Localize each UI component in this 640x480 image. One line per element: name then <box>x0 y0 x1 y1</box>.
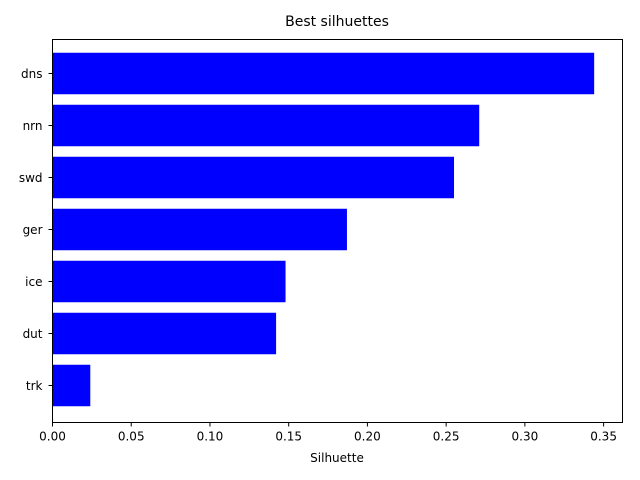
bar-nrn <box>52 104 480 147</box>
x-tick-label: 0.15 <box>275 430 302 444</box>
bar-swd <box>52 156 455 199</box>
plot-frame <box>52 39 623 423</box>
bar-ger <box>52 208 347 251</box>
x-tick-label: 0.05 <box>118 430 145 444</box>
y-tick-label: nrn <box>23 119 43 133</box>
bar-dns <box>52 52 595 95</box>
bar-ice <box>52 260 286 303</box>
y-tick-label: ger <box>23 223 43 237</box>
y-tick-label: dns <box>21 67 42 81</box>
y-tick-label: ice <box>25 275 42 289</box>
y-tick-label: dut <box>23 327 43 341</box>
x-tick-label: 0.00 <box>39 430 66 444</box>
bars-group <box>52 52 595 407</box>
chart-title: Best silhuettes <box>285 14 389 30</box>
x-tick-label: 0.25 <box>433 430 460 444</box>
x-tick-label: 0.35 <box>590 430 617 444</box>
y-tick-label: swd <box>19 171 43 185</box>
y-tick-label: trk <box>26 379 43 393</box>
x-tick-label: 0.30 <box>512 430 539 444</box>
x-axis: 0.00 0.05 0.10 0.15 0.20 0.25 0.30 0.35 <box>39 422 617 444</box>
bar-dut <box>52 312 277 355</box>
x-tick-label: 0.10 <box>197 430 224 444</box>
y-axis: dns nrn swd ger ice dut trk <box>19 67 53 393</box>
bar-trk <box>52 364 91 407</box>
x-axis-label: Silhuette <box>310 451 364 465</box>
x-tick-label: 0.20 <box>354 430 381 444</box>
